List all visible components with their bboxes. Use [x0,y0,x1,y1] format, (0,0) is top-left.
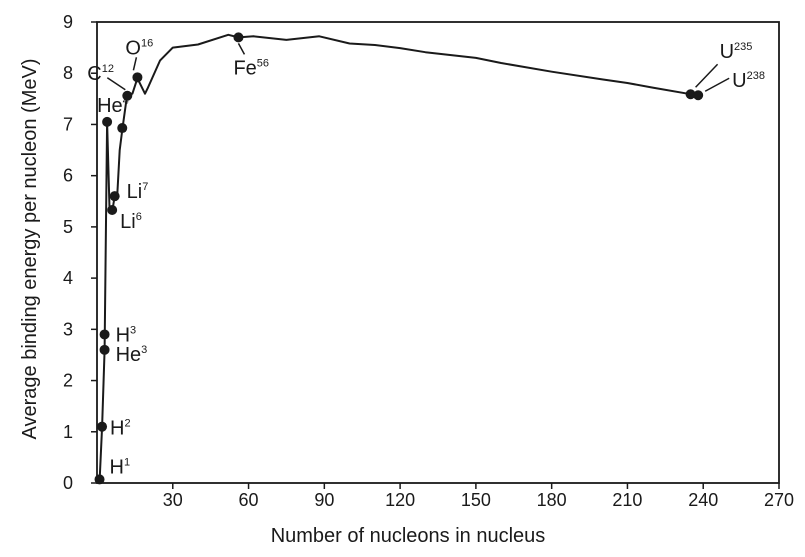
label-he-4-mass: 4 [123,95,129,107]
leader-line-u-238 [705,78,729,91]
x-tick-label: 180 [537,490,567,510]
label-o-16: O16 [125,37,153,59]
curve-layer [100,35,699,483]
x-tick-label: 240 [688,490,718,510]
leader-line-c-12 [107,78,125,90]
y-tick-label: 1 [63,422,73,442]
x-tick-label: 120 [385,490,415,510]
label-c-12-mass: 12 [102,63,114,75]
point-o-16 [132,72,142,82]
label-he-3-mass: 3 [141,344,147,356]
point-fe-56 [233,32,243,42]
label-h-3-mass: 3 [130,324,136,336]
y-tick-label: 3 [63,319,73,339]
label-li-7-mass: 7 [142,181,148,193]
x-tick-label: 60 [239,490,259,510]
label-u-238-mass: 238 [747,70,765,82]
leader-line-fe-56 [238,43,244,54]
label-li-7: Li7 [127,181,149,203]
x-tick-label: 270 [764,490,794,510]
x-axis-title: Number of nucleons in nucleus [271,525,546,547]
point-unlabeled [117,123,127,133]
label-h-2-mass: 2 [125,418,131,430]
y-axis-title: Average binding energy per nucleon (MeV) [19,59,41,440]
label-u-235-mass: 235 [734,41,752,53]
point-h-2 [97,422,107,432]
label-li-6-mass: 6 [136,211,142,223]
y-tick-label: 8 [63,63,73,83]
point-h-1 [95,474,105,484]
y-tick-label: 4 [63,268,73,288]
x-tick-label: 90 [314,490,334,510]
point-he-4 [102,117,112,127]
y-tick-label: 9 [63,12,73,32]
label-o-16-mass: 16 [141,37,153,49]
label-fe-56: Fe56 [233,57,269,79]
label-li-6: Li6 [120,211,142,233]
label-h-1-mass: 1 [124,456,130,468]
label-u-235: U235 [720,41,753,63]
label-h-1: H1 [110,456,131,478]
point-he-3 [100,345,110,355]
label-he-3: He3 [116,344,148,366]
points-layer [95,32,704,484]
y-tick-label: 6 [63,166,73,186]
y-tick-label: 5 [63,217,73,237]
label-fe-56-mass: 56 [257,57,269,69]
x-tick-label: 210 [612,490,642,510]
binding-energy-curve [100,35,699,483]
y-tick-label: 0 [63,473,73,493]
label-h-2: H2 [110,418,131,440]
x-tick-label: 150 [461,490,491,510]
x-tick-label: 30 [163,490,183,510]
point-h-3 [100,329,110,339]
label-c-12: C12 [87,63,114,85]
y-tick-label: 7 [63,114,73,134]
y-tick-label: 2 [63,371,73,391]
leader-line-u-235 [696,64,718,87]
label-u-238: U238 [732,70,765,92]
point-li-7 [110,191,120,201]
point-li-6 [107,205,117,215]
point-u-238 [693,90,703,100]
